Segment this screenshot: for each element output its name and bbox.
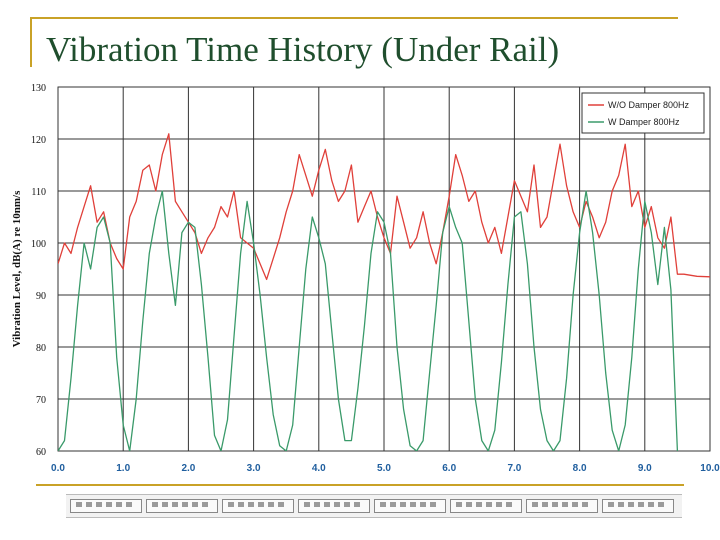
- chart-legend: W/O Damper 800Hz W Damper 800Hz: [581, 92, 705, 134]
- train-window-icon: [324, 502, 330, 507]
- train-window-icon: [172, 502, 178, 507]
- train-window-icon: [608, 502, 614, 507]
- chart-series-group: [58, 133, 710, 451]
- chart-axes: 0.0 1.0 2.0 3.0 4.0 5.0 6.0 7.0 8.0 9.0 10.0 60 70 80…: [11, 83, 720, 474]
- y-tick-label: 70: [36, 395, 46, 406]
- title-decoration-left-line: [30, 17, 32, 67]
- train-window-icon: [334, 502, 340, 507]
- x-tick-label: 7.0: [507, 463, 521, 474]
- series-line-without-damper: [58, 133, 710, 281]
- train-window-icon: [96, 502, 102, 507]
- train-window-icon: [410, 502, 416, 507]
- train-window-icon: [344, 502, 350, 507]
- x-tick-label: 9.0: [638, 463, 652, 474]
- train-window-icon: [202, 502, 208, 507]
- train-window-icon: [278, 502, 284, 507]
- train-window-icon: [572, 502, 578, 507]
- train-window-icon: [116, 502, 122, 507]
- train-window-icon: [618, 502, 624, 507]
- legend-box: [581, 92, 705, 134]
- series-line-with-damper: [58, 190, 679, 451]
- train-window-icon: [314, 502, 320, 507]
- train-window-icon: [126, 502, 132, 507]
- train-diagram-strip: [66, 494, 682, 518]
- y-tick-label: 80: [36, 343, 46, 354]
- train-window-icon: [552, 502, 558, 507]
- x-tick-label: 1.0: [116, 463, 130, 474]
- train-window-icon: [76, 502, 82, 507]
- train-window-icon: [238, 502, 244, 507]
- train-window-icon: [476, 502, 482, 507]
- train-window-icon: [304, 502, 310, 507]
- train-window-icon: [106, 502, 112, 507]
- x-tick-label: 0.0: [51, 463, 65, 474]
- train-window-icon: [162, 502, 168, 507]
- train-window-icon: [86, 502, 92, 507]
- train-window-icon: [638, 502, 644, 507]
- train-window-icon: [542, 502, 548, 507]
- y-axis-label: Vibration Level, dB(A) re 10nm/s: [11, 190, 23, 347]
- train-window-icon: [182, 502, 188, 507]
- y-tick-label: 90: [36, 291, 46, 302]
- x-tick-label: 6.0: [442, 463, 456, 474]
- train-window-icon: [400, 502, 406, 507]
- chart-grid: [57, 86, 711, 452]
- train-window-icon: [420, 502, 426, 507]
- train-window-icon: [248, 502, 254, 507]
- slide-title: Vibration Time History (Under Rail): [46, 30, 560, 69]
- train-window-icon: [354, 502, 360, 507]
- train-window-icon: [628, 502, 634, 507]
- train-window-icon: [658, 502, 664, 507]
- train-window-icon: [466, 502, 472, 507]
- x-tick-label: 3.0: [247, 463, 261, 474]
- train-window-icon: [506, 502, 512, 507]
- y-tick-label: 130: [31, 83, 46, 94]
- train-window-icon: [430, 502, 436, 507]
- train-window-icon: [648, 502, 654, 507]
- train-window-icon: [582, 502, 588, 507]
- y-tick-label: 100: [31, 239, 46, 250]
- x-tick-label: 5.0: [377, 463, 391, 474]
- x-tick-label: 4.0: [312, 463, 326, 474]
- legend-entry: W Damper 800Hz: [608, 117, 680, 127]
- train-window-icon: [228, 502, 234, 507]
- y-tick-label: 110: [31, 187, 46, 198]
- train-window-icon: [496, 502, 502, 507]
- train-window-icon: [486, 502, 492, 507]
- train-window-icon: [456, 502, 462, 507]
- train-window-icon: [268, 502, 274, 507]
- train-window-icon: [532, 502, 538, 507]
- title-decoration-top-line: [30, 17, 678, 19]
- x-tick-label: 8.0: [573, 463, 587, 474]
- y-tick-label: 60: [36, 447, 46, 458]
- legend-entry: W/O Damper 800Hz: [608, 100, 690, 110]
- x-tick-label: 2.0: [181, 463, 195, 474]
- train-window-icon: [192, 502, 198, 507]
- train-window-icon: [390, 502, 396, 507]
- train-window-icon: [562, 502, 568, 507]
- train-window-icon: [152, 502, 158, 507]
- train-window-icon: [380, 502, 386, 507]
- x-tick-label: 10.0: [700, 463, 720, 474]
- footer-decoration-line: [36, 484, 684, 486]
- y-tick-label: 120: [31, 135, 46, 146]
- train-window-icon: [258, 502, 264, 507]
